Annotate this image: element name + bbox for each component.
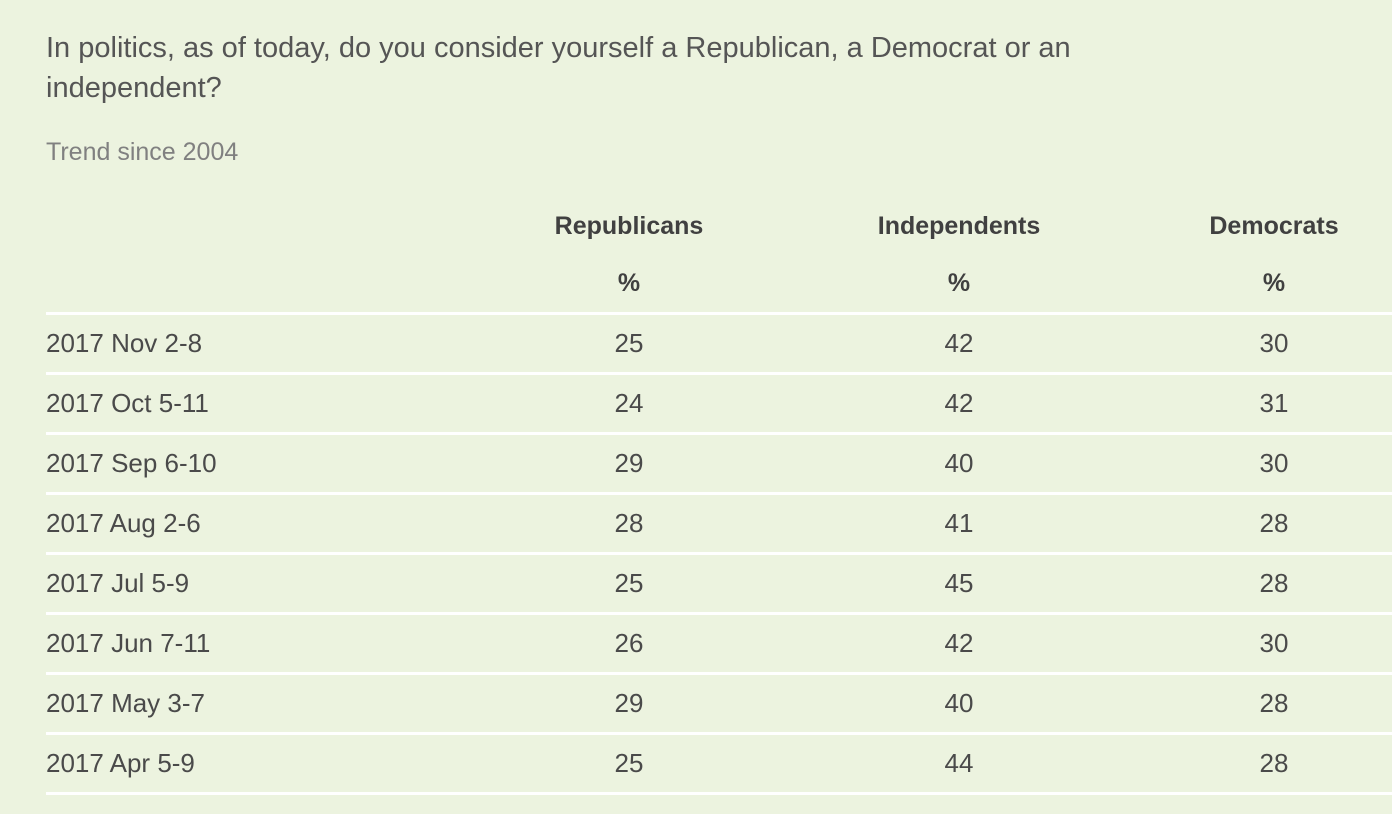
row-label: 2017 Sep 6-10 xyxy=(46,448,217,478)
unit-label: % xyxy=(947,269,971,297)
unit-label: % xyxy=(1262,269,1286,297)
cell-value: 29 xyxy=(614,448,644,478)
cell-value: 28 xyxy=(1259,508,1289,538)
row-divider xyxy=(46,612,1392,615)
cell-value: 45 xyxy=(944,568,974,598)
cell-value: 25 xyxy=(614,328,644,358)
cell-value: 42 xyxy=(944,628,974,658)
cell-value: 42 xyxy=(944,328,974,358)
column-header: Independents xyxy=(877,212,1041,240)
row-divider xyxy=(46,492,1392,495)
cell-value: 31 xyxy=(1259,388,1289,418)
cell-value: 24 xyxy=(614,388,644,418)
column-header: Democrats xyxy=(1209,212,1339,240)
cell-value: 30 xyxy=(1259,628,1289,658)
row-label: 2017 Nov 2-8 xyxy=(46,328,203,358)
row-divider xyxy=(46,792,1392,795)
cell-value: 29 xyxy=(614,688,644,718)
subtitle: Trend since 2004 xyxy=(46,138,239,166)
title: In politics, as of today, do you conside… xyxy=(46,32,1071,104)
row-divider xyxy=(46,312,1392,315)
cell-value: 42 xyxy=(944,388,974,418)
row-label: 2017 Aug 2-6 xyxy=(46,508,201,538)
cell-value: 30 xyxy=(1259,448,1289,478)
row-label: 2017 Jun 7-11 xyxy=(46,628,211,658)
cell-value: 28 xyxy=(1259,748,1289,778)
cell-value: 26 xyxy=(614,628,644,658)
row-divider xyxy=(46,672,1392,675)
column-header: Republicans xyxy=(554,212,704,240)
row-divider xyxy=(46,732,1392,735)
row-divider xyxy=(46,432,1392,435)
cell-value: 25 xyxy=(614,748,644,778)
cell-value: 41 xyxy=(944,508,974,538)
row-divider xyxy=(46,552,1392,555)
cell-value: 40 xyxy=(944,688,974,718)
cell-value: 40 xyxy=(944,448,974,478)
unit-label: % xyxy=(617,269,641,297)
row-label: 2017 Apr 5-9 xyxy=(46,748,195,778)
cell-value: 30 xyxy=(1259,328,1289,358)
cell-value: 28 xyxy=(1259,568,1289,598)
cell-value: 28 xyxy=(1259,688,1289,718)
row-divider xyxy=(46,372,1392,375)
cell-value: 28 xyxy=(614,508,644,538)
cell-value: 44 xyxy=(944,748,974,778)
row-label: 2017 Oct 5-11 xyxy=(46,388,209,418)
cell-value: 25 xyxy=(614,568,644,598)
row-label: 2017 May 3-7 xyxy=(46,688,205,718)
row-label: 2017 Jul 5-9 xyxy=(46,568,190,598)
